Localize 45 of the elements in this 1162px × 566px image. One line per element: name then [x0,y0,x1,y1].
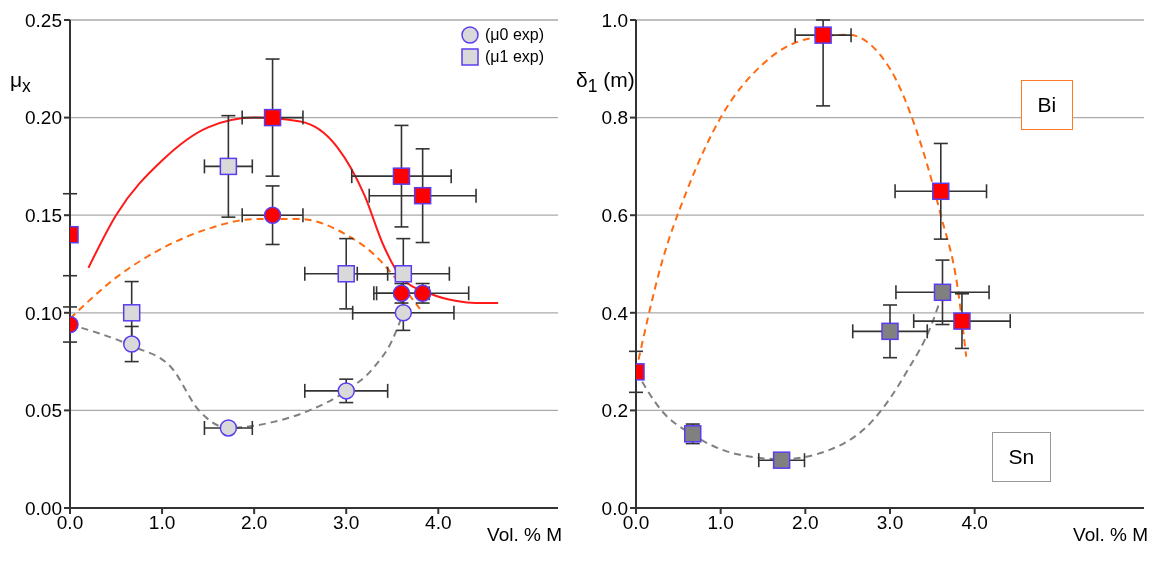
x-tick-label: 4.0 [425,512,452,534]
x-tick-label: 3.0 [876,512,904,534]
y-tick-label: 0.25 [25,9,62,31]
x-axis-title: Vol. % M [487,524,562,546]
point [122,304,141,322]
point [219,157,238,176]
point [932,182,950,201]
y-tick-label: 0.8 [601,107,628,129]
x-tick-label: 1.0 [148,512,176,534]
y-tick-label: 1.0 [601,9,628,31]
x-tick-label: 3.0 [333,512,360,534]
y-tick-label: 0.15 [25,204,62,226]
annotation: Bi [1020,79,1074,130]
y-axis-title: μ$_{x}$ [10,68,32,98]
y-tick-label: 0.05 [25,400,62,422]
y-tick-label: 0.2 [601,400,628,422]
x-tick-label: 2.0 [240,512,268,534]
point [392,167,411,185]
annotation: Sn [991,431,1052,482]
point [881,322,899,341]
point [394,304,413,322]
point [413,186,432,205]
x-tick-label: 4.0 [961,512,988,534]
line-series [87,116,500,305]
x-tick-label: 2.0 [792,512,819,534]
point [772,451,791,469]
y-axis-title: δ$_{1}$ (m) [576,68,636,98]
x-tick-label: 1.0 [707,512,734,534]
point [933,283,952,302]
point [814,26,832,44]
point [219,419,238,437]
point [263,206,282,224]
x-axis-title: Vol. % M [1073,524,1148,546]
point [337,265,355,283]
y-tick-label: 0.20 [25,107,62,129]
point [394,265,413,283]
y-tick-label: 0.6 [601,204,628,226]
legend-label: (μ1 exp) [484,48,544,66]
legend-label: (μ0 exp) [484,26,544,44]
y-tick-label: 0.10 [25,302,62,324]
point [953,312,971,330]
point [122,335,141,353]
y-tick-label: 0.4 [601,302,629,324]
point [263,108,282,127]
point [337,382,355,400]
